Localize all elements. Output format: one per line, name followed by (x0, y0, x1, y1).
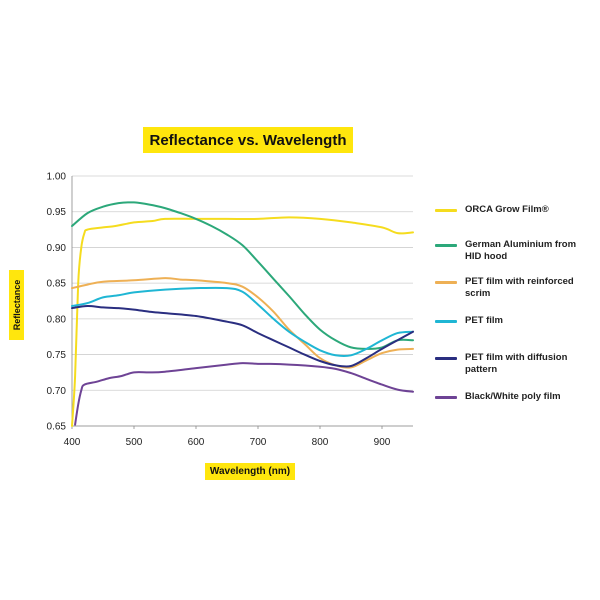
legend-swatch (435, 281, 457, 284)
legend-label: PET film (465, 315, 504, 326)
y-tick-label: 0.80 (47, 314, 67, 325)
y-tick-label: 0.85 (47, 279, 67, 290)
x-tick-label: 500 (126, 437, 143, 448)
legend-swatch (435, 320, 457, 323)
legend-swatch (435, 209, 457, 212)
series-line-pet-film (71, 286, 414, 358)
y-tick-label: 0.75 (47, 350, 67, 361)
series-line-pet-film-with-reinforced-scrim (71, 277, 414, 369)
x-axis-label: Wavelength (nm) (205, 463, 295, 480)
x-tick-label: 700 (250, 437, 267, 448)
legend-label: PET film with diffusion pattern (465, 352, 568, 375)
series-line-german-aluminium-from-hid-hood (71, 201, 414, 350)
legend-label: ORCA Grow Film® (465, 204, 549, 215)
legend-swatch (435, 244, 457, 247)
y-tick-label: 0.90 (47, 243, 67, 254)
legend-swatch (435, 396, 457, 399)
series-line-orca-grow-film (71, 216, 414, 427)
x-tick-label: 900 (374, 437, 391, 448)
chart-title: Reflectance vs. Wavelength (143, 127, 353, 153)
legend-swatch (435, 357, 457, 360)
y-tick-label: 0.95 (47, 207, 67, 218)
series-line-pet-film-with-diffusion-pattern (71, 304, 414, 368)
chart-grid (72, 175, 413, 427)
chart-axes (71, 176, 413, 429)
y-axis-label: Reflectance (11, 279, 22, 331)
y-tick-label: 1.00 (47, 172, 67, 183)
x-tick-label: 600 (188, 437, 205, 448)
chart-ticks: 0.65 0.70 0.75 0.80 0.85 0.90 0.95 1.00 400 500 60… (47, 172, 391, 449)
legend-label: PET film with reinforced scrim (465, 276, 574, 299)
legend-label: Black/White poly film (465, 391, 561, 402)
x-tick-label: 400 (64, 437, 81, 448)
y-tick-label: 0.65 (47, 422, 67, 433)
series-line-black-white-poly-film (74, 362, 414, 426)
chart-series (71, 201, 414, 427)
legend-label: German Aluminium from HID hood (465, 239, 577, 262)
x-tick-label: 800 (312, 437, 329, 448)
y-axis-label-box: Reflectance (9, 270, 24, 340)
y-tick-label: 0.70 (47, 386, 67, 397)
